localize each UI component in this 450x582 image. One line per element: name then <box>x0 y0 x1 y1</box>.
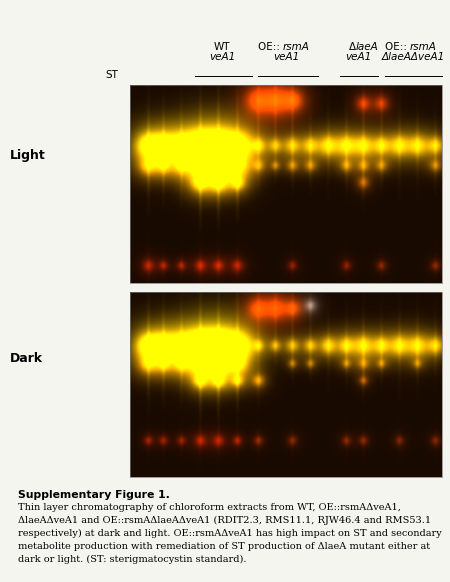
Text: Supplementary Figure 1.: Supplementary Figure 1. <box>18 490 170 500</box>
Text: laeA: laeA <box>356 42 379 52</box>
Text: OE::: OE:: <box>385 42 410 52</box>
Text: veA1: veA1 <box>209 52 235 62</box>
Text: Thin layer chromatography of chloroform extracts from WT, OE::rsmAΔveA1,: Thin layer chromatography of chloroform … <box>18 503 401 512</box>
Bar <box>130 85 442 283</box>
Text: respectively) at dark and light. OE::rsmAΔveA1 has high impact on ST and seconda: respectively) at dark and light. OE::rsm… <box>18 529 442 538</box>
Text: WT: WT <box>214 42 230 52</box>
Text: veA1: veA1 <box>273 52 299 62</box>
Text: OE::: OE:: <box>258 42 283 52</box>
Bar <box>130 292 442 477</box>
Text: veA1: veA1 <box>345 52 371 62</box>
Text: rsmA: rsmA <box>410 42 437 52</box>
Text: Δ: Δ <box>349 42 356 52</box>
Text: ΔlaeAΔveA1 and OE::rsmAΔlaeAΔveA1 (RDIT2.3, RMS11.1, RJW46.4 and RMS53.1: ΔlaeAΔveA1 and OE::rsmAΔlaeAΔveA1 (RDIT2… <box>18 516 431 525</box>
Text: metabolite production with remediation of ST production of ΔlaeA mutant either a: metabolite production with remediation o… <box>18 542 430 551</box>
Text: Dark: Dark <box>10 352 43 364</box>
Text: dark or light. (ST: sterigmatocystin standard).: dark or light. (ST: sterigmatocystin sta… <box>18 555 247 564</box>
Text: Light: Light <box>10 148 46 161</box>
Text: rsmA: rsmA <box>283 42 310 52</box>
Text: ST: ST <box>106 70 118 80</box>
Text: ΔlaeAΔveA1: ΔlaeAΔveA1 <box>382 52 445 62</box>
